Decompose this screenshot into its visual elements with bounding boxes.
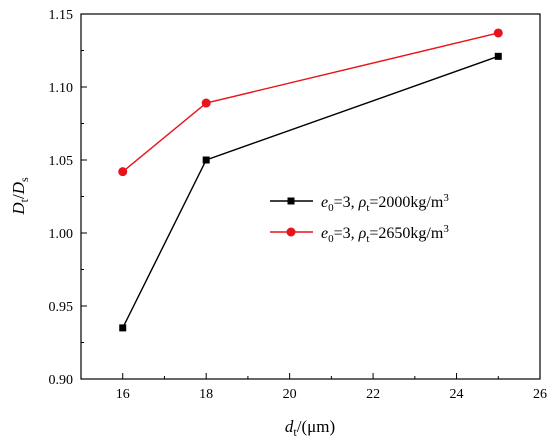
data-point-1 (493, 28, 503, 38)
y-tick-label: 1.10 (49, 81, 74, 96)
y-tick-label: 1.15 (49, 8, 74, 23)
x-tick-label: 20 (283, 387, 297, 402)
plot-frame (80, 13, 541, 380)
legend-marker-circle (286, 227, 296, 237)
series-lines (122, 32, 499, 329)
data-point-0 (202, 156, 210, 164)
data-point-1 (201, 98, 211, 108)
data-point-1 (118, 167, 128, 177)
y-tick-label: 0.95 (49, 300, 74, 315)
legend-label-2650: e0=3, ρt=2650kg/m3 (321, 223, 449, 245)
legend-marker-square (287, 197, 295, 205)
axis-ticks: 16 18 20 22 24 26 0.90 0.95 1.00 1.05 1.10 1.15 (49, 8, 548, 402)
y-tick-label: 1.05 (49, 154, 74, 169)
y-axis-title: Dt/Ds (9, 177, 31, 216)
data-point-0 (119, 324, 127, 332)
legend-label-2000: e0=3, ρt=2000kg/m3 (321, 192, 449, 214)
legend-item-2000: e0=3, ρt=2000kg/m3 (270, 192, 449, 214)
legend: e0=3, ρt=2000kg/m3 e0=3, ρt=2650kg/m3 (270, 192, 449, 245)
x-tick-label: 18 (199, 387, 213, 402)
x-tick-label: 16 (116, 387, 130, 402)
series-line-1 (122, 32, 499, 173)
x-tick-label: 24 (450, 387, 464, 402)
series-markers (118, 28, 503, 332)
x-tick-label: 22 (366, 387, 380, 402)
x-axis-title: dt/(μm) (285, 417, 335, 439)
data-point-0 (494, 52, 502, 60)
series-line-0 (122, 55, 499, 329)
y-tick-label: 0.90 (49, 373, 74, 388)
y-tick-label: 1.00 (49, 227, 74, 242)
x-tick-label: 26 (533, 387, 547, 402)
legend-item-2650: e0=3, ρt=2650kg/m3 (270, 223, 449, 245)
